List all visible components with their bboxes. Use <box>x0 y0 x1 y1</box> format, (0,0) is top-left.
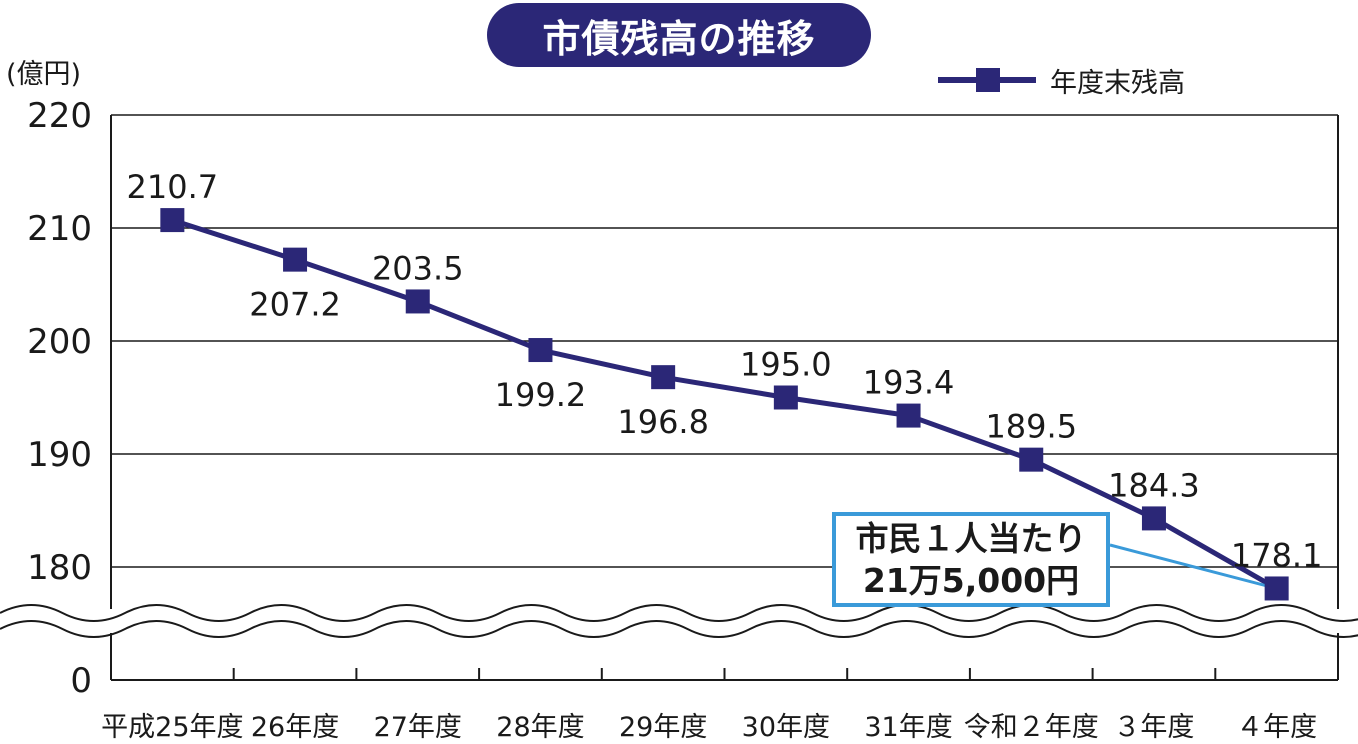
data-label: 184.3 <box>1108 466 1200 504</box>
legend-marker <box>938 60 1036 100</box>
series-line <box>171 217 1278 591</box>
data-point-marker <box>1141 506 1166 531</box>
axis-break-wave-lower <box>0 620 1358 638</box>
y-axis-unit-label: (億円) <box>6 59 82 90</box>
legend: 年度末残高 <box>938 60 1185 100</box>
data-point-marker <box>528 338 553 363</box>
y-tick-label: 220 <box>27 96 92 136</box>
y-tick-label: 0 <box>70 661 92 701</box>
x-tick-label: ３年度 <box>1113 712 1194 743</box>
data-label: 207.2 <box>249 286 341 324</box>
x-tick-label: 31年度 <box>864 712 952 743</box>
legend-label: 年度末残高 <box>1050 67 1185 99</box>
y-tick-label: 210 <box>27 209 92 249</box>
x-tick-label: ４年度 <box>1236 712 1317 743</box>
x-tick-label: 令和２年度 <box>964 712 1099 743</box>
data-label: 195.0 <box>740 346 832 384</box>
data-label: 210.7 <box>127 168 219 206</box>
x-tick-label: 平成25年度 <box>101 712 243 743</box>
data-label: 189.5 <box>985 408 1077 446</box>
legend-square-marker <box>976 68 1000 92</box>
data-label: 203.5 <box>372 249 464 287</box>
data-point-marker <box>773 385 798 410</box>
data-point-marker <box>896 403 921 428</box>
data-label: 196.8 <box>617 403 709 441</box>
x-tick-label: 30年度 <box>742 712 830 743</box>
data-label: 199.2 <box>495 376 587 414</box>
axis-break-wave-upper <box>0 604 1358 622</box>
data-point-marker <box>405 289 430 314</box>
chart-title: 市債残高の推移 <box>487 3 871 67</box>
y-tick-label: 200 <box>27 322 92 362</box>
data-point-marker <box>651 365 676 390</box>
x-tick-label: 26年度 <box>251 712 339 743</box>
data-point-marker <box>1019 447 1044 472</box>
callout-line-1: 市民１人当たり <box>855 518 1087 558</box>
data-point-marker <box>283 247 308 272</box>
y-tick-label: 180 <box>27 548 92 588</box>
callout-leader-line <box>1109 543 1278 590</box>
y-tick-label: 190 <box>27 435 92 475</box>
x-tick-label: 28年度 <box>496 712 584 743</box>
x-tick-label: 29年度 <box>619 712 707 743</box>
data-point-marker <box>160 208 185 233</box>
x-tick-label: 27年度 <box>374 712 462 743</box>
data-label: 178.1 <box>1231 536 1323 574</box>
data-point-marker <box>1264 576 1289 601</box>
callout-line-2: 21万5,000円 <box>862 560 1080 600</box>
data-label: 193.4 <box>863 364 955 402</box>
per-capita-callout: 市民１人当たり 21万5,000円 <box>832 512 1110 607</box>
